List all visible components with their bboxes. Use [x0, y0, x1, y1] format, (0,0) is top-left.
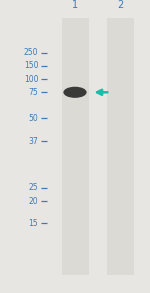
Text: 75: 75 [28, 88, 38, 97]
Text: 20: 20 [29, 197, 38, 206]
Text: 250: 250 [24, 48, 38, 57]
Text: 25: 25 [29, 183, 38, 192]
Text: 2: 2 [117, 0, 123, 10]
Bar [106, 18, 134, 275]
Bar [61, 18, 88, 275]
Text: 50: 50 [28, 114, 38, 122]
Text: 100: 100 [24, 75, 38, 84]
Text: 37: 37 [28, 137, 38, 146]
Text: 1: 1 [72, 0, 78, 10]
Ellipse shape [63, 87, 87, 98]
Text: 15: 15 [29, 219, 38, 228]
Text: 150: 150 [24, 62, 38, 70]
